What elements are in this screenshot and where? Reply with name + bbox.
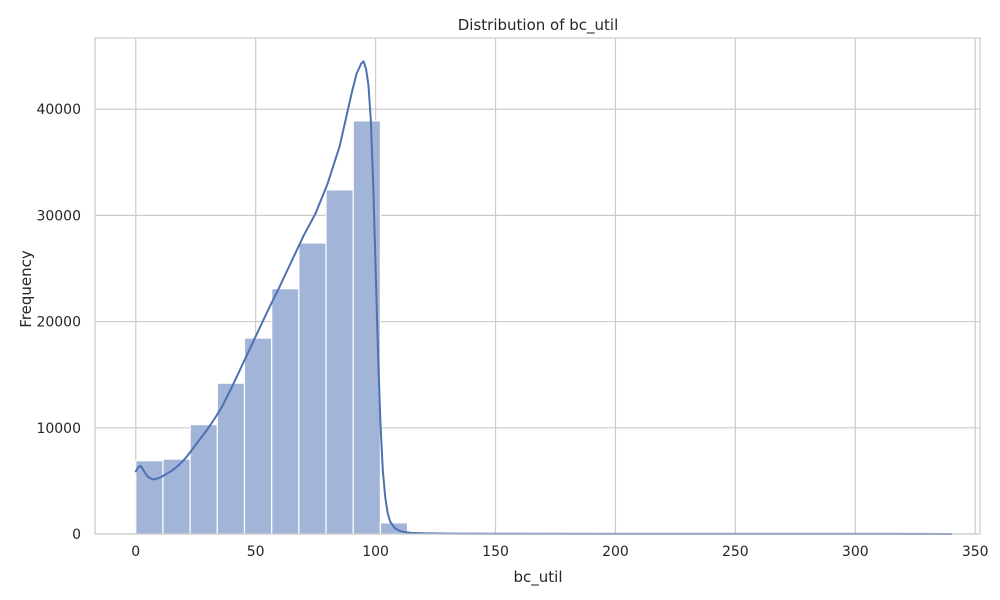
- histogram-bar: [162, 458, 191, 535]
- y-axis-title: Frequency: [17, 250, 35, 328]
- x-axis-title: bc_util: [514, 568, 563, 587]
- y-tick-label: 10000: [36, 421, 81, 437]
- histogram-bar: [325, 189, 354, 535]
- chart-title: Distribution of bc_util: [458, 16, 619, 35]
- kde-line: [134, 60, 953, 535]
- y-tick-labels: 0 10000 20000 30000 40000: [36, 102, 81, 543]
- kde-curve-group: [134, 60, 953, 535]
- x-tick-labels: 0 50 100 150 200 250 300 350: [131, 544, 988, 560]
- x-tick-label: 200: [602, 544, 629, 560]
- y-tick-label: 30000: [36, 208, 81, 224]
- y-tick-label: 40000: [36, 102, 81, 118]
- x-tick-label: 350: [962, 544, 989, 560]
- histogram-bar: [243, 337, 273, 535]
- histogram-bar: [135, 460, 164, 535]
- x-tick-label: 50: [247, 544, 265, 560]
- histogram-bar: [352, 120, 382, 535]
- x-tick-label: 0: [131, 544, 140, 560]
- x-tick-label: 100: [362, 544, 389, 560]
- histogram-bar: [189, 424, 218, 535]
- histogram-bar: [298, 242, 327, 535]
- histogram-bars: [135, 120, 952, 535]
- x-tick-label: 250: [722, 544, 749, 560]
- histogram-bar: [271, 288, 300, 535]
- x-tick-label: 150: [482, 544, 509, 560]
- x-tick-label: 300: [842, 544, 869, 560]
- axes-frame: [94, 37, 981, 535]
- y-tick-label: 0: [72, 527, 81, 543]
- y-tick-label: 20000: [36, 315, 81, 331]
